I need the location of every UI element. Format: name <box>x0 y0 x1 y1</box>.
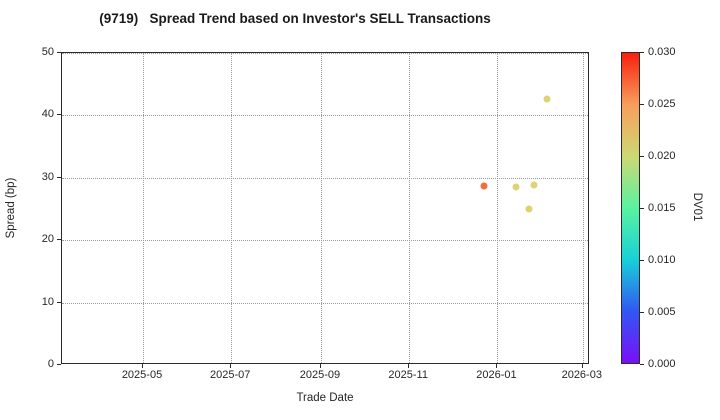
x-gridline <box>320 53 322 363</box>
x-tick-label: 2025-11 <box>388 369 428 381</box>
x-tick-mark <box>408 364 410 368</box>
x-tick-label: 2025-07 <box>210 369 251 381</box>
y-tick-mark <box>57 176 61 178</box>
colorbar-tick-label: 0.015 <box>648 202 676 214</box>
y-tick-label: 50 <box>41 46 54 58</box>
plot-area <box>61 52 589 364</box>
colorbar-tick-mark <box>640 312 644 313</box>
colorbar-tick-mark <box>640 52 644 53</box>
scatter-point <box>525 205 533 213</box>
y-tick-mark <box>57 239 61 241</box>
x-gridline <box>231 53 233 363</box>
y-tick-label: 0 <box>47 358 54 370</box>
x-tick-label: 2025-09 <box>299 369 341 381</box>
y-tick-mark <box>57 52 61 53</box>
y-tick-label: 40 <box>41 108 54 121</box>
x-tick-label: 2026-03 <box>561 369 602 381</box>
y-tick-label: 30 <box>41 170 54 183</box>
x-tick-mark <box>142 364 143 368</box>
x-tick-mark <box>496 364 498 368</box>
colorbar-tick-mark <box>640 260 644 261</box>
colorbar-tick-mark <box>640 364 644 365</box>
y-gridline <box>62 53 588 54</box>
colorbar-tick-label: 0.005 <box>648 306 676 318</box>
scatter-point <box>512 183 520 191</box>
x-gridline <box>582 53 584 363</box>
x-tick-label: 2026-01 <box>476 369 517 381</box>
colorbar-tick-mark <box>640 156 644 157</box>
colorbar-tick-label: 0.010 <box>648 254 676 266</box>
x-axis-label: Trade Date <box>296 392 354 404</box>
colorbar-tick-label: 0.025 <box>648 98 676 110</box>
x-tick-mark <box>581 364 583 368</box>
y-gridline <box>62 240 588 242</box>
y-gridline <box>62 115 588 117</box>
y-tick-mark <box>57 364 61 365</box>
chart-title: (9719) Spread Trend based on Investor's … <box>99 11 491 26</box>
y-tick-mark <box>57 301 61 303</box>
scatter-point <box>480 182 488 190</box>
x-tick-label: 2025-05 <box>121 369 163 381</box>
colorbar-tick-mark <box>640 208 644 209</box>
colorbar-gradient <box>621 52 640 364</box>
colorbar-tick-label: 0.000 <box>648 358 676 370</box>
x-tick-mark <box>319 364 321 368</box>
y-tick-label: 10 <box>41 295 54 308</box>
x-gridline <box>143 53 144 363</box>
scatter-point <box>543 95 551 103</box>
colorbar-tick-label: 0.020 <box>648 150 676 162</box>
colorbar-tick-label: 0.030 <box>648 46 676 58</box>
colorbar-tick-mark <box>640 104 644 105</box>
y-gridline <box>62 177 588 179</box>
colorbar-label: DV01 <box>691 192 703 222</box>
x-gridline <box>409 53 411 363</box>
y-gridline <box>62 302 588 304</box>
scatter-point <box>530 181 538 189</box>
y-tick-mark <box>57 114 61 116</box>
x-tick-mark <box>230 364 232 368</box>
x-gridline <box>497 53 499 363</box>
y-axis-label: Spread (bp) <box>5 177 17 239</box>
y-tick-label: 20 <box>41 233 54 246</box>
